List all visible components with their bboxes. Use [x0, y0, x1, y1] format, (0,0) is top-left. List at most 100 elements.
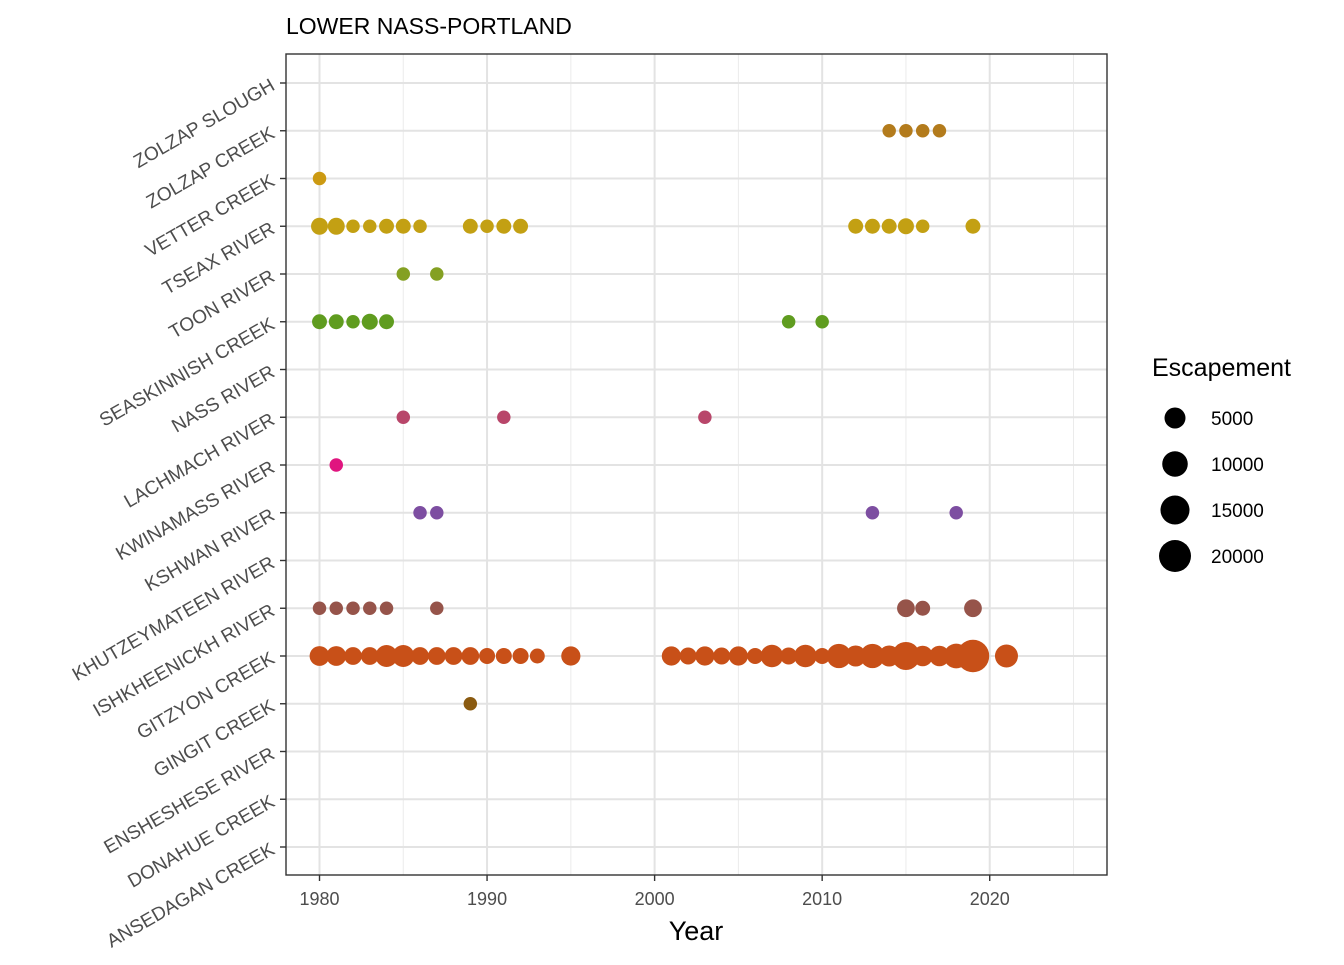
data-point	[346, 601, 360, 615]
data-point	[780, 647, 798, 665]
data-point	[444, 647, 463, 665]
data-point	[462, 218, 478, 234]
data-point	[932, 124, 947, 138]
data-point	[513, 218, 529, 234]
data-point	[826, 643, 852, 669]
data-point	[312, 601, 327, 615]
data-point	[396, 410, 411, 424]
data-point	[865, 506, 880, 520]
data-point	[964, 599, 982, 618]
y-tick-label: ZOLZAP SLOUGH	[130, 75, 278, 173]
data-point	[329, 458, 344, 472]
legend-key	[1159, 540, 1191, 572]
data-point	[430, 506, 444, 520]
data-point	[430, 601, 444, 615]
data-point	[882, 124, 896, 138]
data-point	[899, 124, 913, 138]
data-point	[965, 218, 981, 234]
data-point	[309, 646, 330, 666]
data-point	[679, 647, 697, 665]
data-point	[713, 647, 731, 665]
data-point	[427, 647, 446, 665]
legend-label: 15000	[1211, 501, 1264, 522]
x-tick-label: 1980	[299, 889, 339, 909]
legend-key	[1162, 451, 1188, 477]
data-point	[346, 315, 360, 329]
data-point	[379, 601, 394, 615]
data-point	[328, 314, 344, 330]
data-point	[411, 647, 429, 665]
data-point	[461, 647, 480, 665]
points-layer	[309, 124, 1018, 711]
data-point	[326, 646, 347, 666]
data-point	[881, 218, 897, 234]
data-point	[912, 645, 933, 667]
x-tick-label: 1990	[467, 889, 507, 909]
data-point	[344, 647, 362, 665]
legend-key	[1160, 495, 1190, 525]
data-point	[346, 219, 360, 233]
x-tick-label: 2000	[635, 889, 675, 909]
data-point	[413, 219, 427, 233]
legend-label: 10000	[1211, 455, 1264, 476]
data-point	[949, 506, 963, 520]
data-point	[392, 644, 415, 668]
data-point	[327, 217, 345, 235]
legend-key	[1164, 407, 1186, 429]
data-point	[311, 217, 328, 235]
data-point	[363, 219, 377, 233]
data-point	[781, 315, 796, 329]
data-point	[994, 644, 1018, 668]
x-tick-label: 2020	[970, 889, 1010, 909]
data-point	[413, 506, 427, 520]
data-point	[848, 218, 864, 234]
data-point	[698, 410, 712, 424]
data-point	[430, 267, 444, 281]
data-point	[396, 267, 411, 281]
chart-title: LOWER NASS-PORTLAND	[286, 13, 572, 39]
data-point	[860, 643, 885, 669]
legend-title: Escapement	[1152, 354, 1291, 382]
data-point	[480, 219, 494, 233]
data-point	[915, 600, 931, 616]
data-point	[379, 218, 394, 234]
data-point	[956, 639, 990, 673]
data-point	[363, 601, 377, 615]
data-point	[312, 171, 327, 186]
data-point	[496, 218, 512, 234]
data-point	[815, 315, 829, 329]
data-point	[915, 124, 930, 138]
legend-label: 5000	[1211, 409, 1253, 430]
data-point	[561, 646, 581, 666]
legend-label: 20000	[1211, 547, 1264, 568]
y-tick-label: GITZYON CREEK	[134, 648, 279, 744]
data-point	[395, 218, 411, 234]
data-point	[495, 647, 512, 665]
data-point	[891, 641, 920, 671]
data-point	[897, 218, 914, 235]
data-point	[312, 314, 327, 330]
data-point	[479, 647, 496, 665]
data-point	[814, 647, 831, 665]
data-point	[695, 646, 715, 666]
data-point	[728, 646, 748, 666]
data-point	[794, 644, 817, 668]
x-axis-title: Year	[669, 916, 724, 946]
data-point	[329, 601, 344, 615]
data-point	[747, 647, 764, 665]
data-point	[379, 314, 394, 330]
grid-layer	[286, 54, 1107, 875]
data-point	[929, 645, 950, 667]
data-point	[529, 648, 545, 664]
data-point	[845, 645, 867, 667]
data-point	[361, 313, 378, 330]
legend: Escapement 5000 10000 15000 20000	[1152, 354, 1291, 572]
data-point	[463, 697, 478, 711]
data-point	[915, 219, 930, 233]
data-point	[360, 647, 379, 665]
x-tick-label: 2010	[802, 889, 842, 909]
data-point	[375, 644, 398, 668]
data-point	[760, 644, 784, 668]
